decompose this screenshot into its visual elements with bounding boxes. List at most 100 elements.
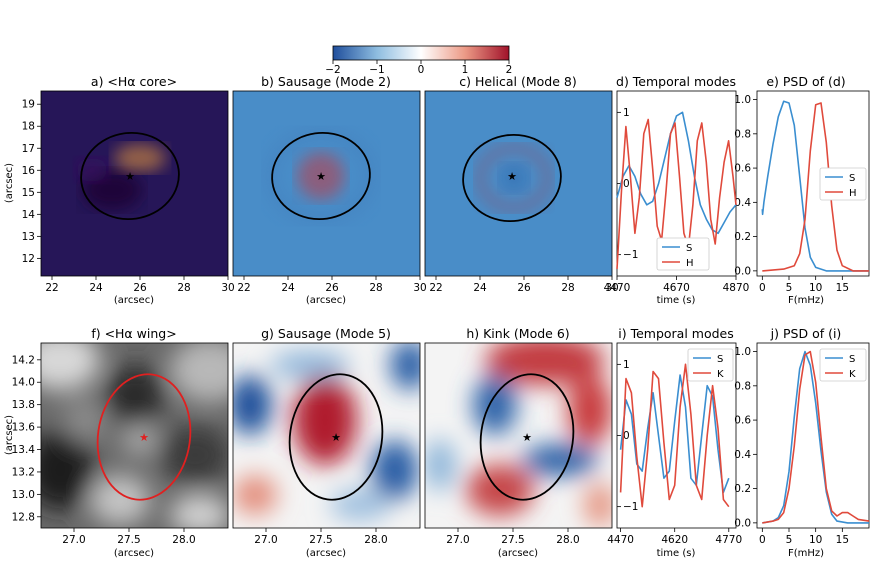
legend-label: H (849, 188, 857, 199)
colorbar-tick: 0 (418, 64, 425, 76)
x-tick-label: 30 (605, 282, 618, 294)
y-tick-label: 17 (22, 143, 35, 155)
legend-label: S (849, 354, 855, 365)
x-axis-label: (arcsec) (306, 295, 346, 306)
y-tick-label: 12.8 (12, 511, 35, 523)
series-group-d (616, 111, 737, 269)
x-tick-label: 0 (759, 282, 766, 294)
legend-label: K (849, 369, 856, 380)
panel-title: b) Sausage (Mode 2) (261, 74, 391, 89)
y-tick-label: 0.4 (734, 197, 751, 209)
y-tick-label: 0.2 (734, 483, 751, 495)
lines-layer (616, 100, 870, 524)
x-tick-label: 26 (517, 282, 531, 294)
star-marker: ★ (316, 170, 326, 183)
panel-title: i) Temporal modes (618, 326, 734, 341)
series-line-k (762, 350, 870, 524)
x-tick-label: 27.0 (446, 534, 469, 546)
star-marker: ★ (522, 431, 532, 444)
x-tick-label: 24 (281, 282, 295, 294)
x-axis-label: F(mHz) (788, 295, 824, 306)
ellipse-marker (462, 133, 562, 223)
x-axis-label: (arcsec) (114, 548, 154, 559)
series-line-s (762, 350, 869, 524)
panel-title: h) Kink (Mode 6) (466, 326, 569, 341)
series-line-k (619, 363, 730, 508)
ellipse-marker (96, 373, 192, 501)
panel-a (40, 90, 229, 277)
y-tick-label: −1 (623, 501, 638, 513)
y-tick-label: 0.0 (734, 517, 751, 529)
x-tick-label: 15 (836, 282, 849, 294)
colorbar-tick: −1 (369, 64, 384, 76)
x-tick-label: 10 (809, 534, 822, 546)
y-tick-label: 13.0 (12, 489, 35, 501)
x-tick-label: 26 (325, 282, 339, 294)
series-line-h (616, 118, 737, 269)
x-tick-label: 27.0 (62, 534, 85, 546)
x-axis-label: (arcsec) (306, 548, 346, 559)
axis-labels: (arcsec) (arcsec) time (s) F(mHz) (arcse… (4, 163, 824, 559)
y-axis-label: (arcsec) (4, 415, 15, 455)
y-tick-label: 13 (22, 231, 35, 243)
y-tick-label: 14.0 (12, 377, 35, 389)
x-tick-label: 24 (473, 282, 487, 294)
y-tick-label: 1.0 (734, 94, 751, 106)
y-tick-label: 13.2 (12, 466, 35, 478)
x-tick-label: 10 (809, 282, 822, 294)
y-tick-label: 13.8 (12, 399, 35, 411)
x-axis-label: (arcsec) (498, 548, 538, 559)
y-tick-label: 0 (623, 430, 630, 442)
legend-label: S (717, 354, 723, 365)
colorbar: −2 −1 0 1 2 (325, 45, 513, 76)
series-line-s (761, 100, 869, 272)
x-tick-label: 28 (177, 282, 190, 294)
x-tick-label: 5 (786, 534, 793, 546)
x-tick-label: 28 (561, 282, 574, 294)
x-axis-label: time (s) (657, 548, 696, 559)
legend-j: S K (819, 348, 867, 382)
y-axis-label: (arcsec) (4, 163, 15, 203)
y-tick-label: 13.6 (12, 422, 36, 434)
y-tick-label: 1.0 (734, 346, 751, 358)
x-tick-label: 28.0 (364, 534, 387, 546)
x-tick-label: 22 (237, 282, 250, 294)
ellipse-marker (479, 373, 575, 501)
colorbar-tick: −2 (325, 64, 340, 76)
x-tick-label: 4620 (661, 534, 688, 546)
colorbar-tick: 1 (462, 64, 469, 76)
x-tick-label: 4470 (607, 534, 634, 546)
legend-i: S K (687, 348, 734, 382)
panel-c (424, 90, 613, 277)
x-tick-label: 30 (221, 282, 234, 294)
colorbar-gradient (332, 45, 510, 61)
series-group-j (762, 350, 870, 524)
colorbar-tick: 2 (506, 64, 513, 76)
y-tick-label: 15 (22, 187, 35, 199)
x-tick-label: 27.5 (117, 534, 140, 546)
panel-title: f) <Hα wing> (91, 326, 176, 341)
panel-g (232, 342, 421, 529)
panel-title: j) PSD of (i) (770, 326, 842, 341)
y-tick-label: 1 (623, 107, 630, 119)
y-tick-label: 0.8 (734, 128, 751, 140)
panel-f (40, 342, 229, 529)
x-tick-label: 22 (45, 282, 58, 294)
x-tick-label: 26 (133, 282, 147, 294)
panel-h (424, 342, 613, 529)
star-marker: ★ (507, 170, 517, 183)
x-tick-label: 27.0 (254, 534, 277, 546)
x-tick-label: 4770 (715, 534, 742, 546)
x-tick-label: 15 (836, 534, 849, 546)
x-axis-label: F(mHz) (788, 548, 824, 559)
panel-title: d) Temporal modes (616, 74, 736, 89)
x-tick-label: 30 (413, 282, 426, 294)
panel-title: e) PSD of (d) (766, 74, 845, 89)
legend-label: K (717, 369, 724, 380)
x-tick-label: 28.0 (172, 534, 195, 546)
x-axis-label: time (s) (657, 295, 696, 306)
y-tick-label: 0 (623, 178, 630, 190)
x-axis-label: (arcsec) (114, 295, 154, 306)
